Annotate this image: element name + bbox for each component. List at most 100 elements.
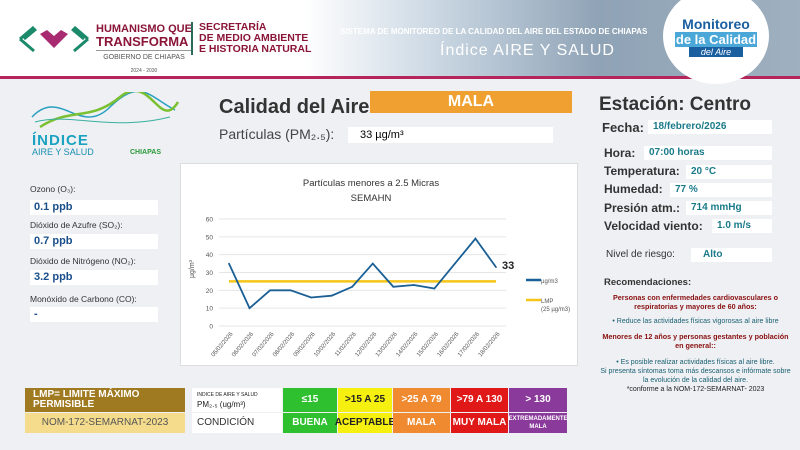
secretaria-logo: SECRETARÍA DE MEDIO AMBIENTE E HISTORIA NA… [191, 22, 311, 55]
wind-value: 1.0 m/s [712, 219, 772, 233]
data-point [433, 287, 436, 290]
index-scale-table: INDICE DE AIRE Y SALUD PM₂.₅ (ug/m³) ≤15 … [192, 388, 568, 433]
system-title: SISTEMA DE MONITOREO DE LA CALIDAD DEL A… [340, 27, 648, 36]
rec-note: *conforme a la NOM-172-SEMARNAT- 2023 [626, 386, 765, 393]
temperature-label: Temperatura: [604, 164, 680, 178]
indice-logo: ÍNDICE AIRE Y SALUD CHIAPAS [30, 92, 180, 162]
monitoreo-logo: Monitoreo de la Calidad del Aire [663, 0, 769, 84]
mon-3: del Aire [689, 47, 743, 57]
time-value: 07:00 horas [644, 146, 772, 160]
risk-label: Nivel de riesgo: [606, 249, 675, 260]
chiapas-logo-icon [19, 25, 89, 53]
index-pm: PM₂.₅ (ug/m³) [197, 400, 246, 409]
humidity-label: Humedad: [604, 182, 663, 196]
x-tick-label: 18/02/2026 [478, 331, 502, 358]
condition-header: CONDICIÓN [192, 413, 282, 433]
rec-group2: Menores de 12 años y personas gestantes … [602, 332, 789, 350]
rec-1: • Reduce las actividades físicas vigoros… [612, 318, 779, 325]
chart-svg: Partículas menores a 2.5 Micras SEMAHN µ… [189, 178, 570, 358]
pressure-label: Presión atm.: [604, 201, 681, 215]
cond-muy-mala: MUY MALA [451, 413, 508, 433]
cond-extrema: EXTREMADAMENTE MALA [509, 413, 568, 433]
cond-aceptable: ACEPTABLE [335, 413, 395, 433]
index-small: INDICE DE AIRE Y SALUD [197, 392, 258, 398]
mon-2: de la Calidad [675, 32, 757, 47]
range-aceptable: >15 A 25 [338, 388, 392, 412]
temperature-value: 20 °C [686, 165, 772, 179]
data-point [474, 237, 477, 240]
wave-icon [31, 92, 180, 129]
aire-salud-text: AIRE Y SALUD [32, 147, 94, 157]
mon-1: Monitoreo [682, 16, 750, 32]
data-point [392, 285, 395, 288]
co-value: - [30, 307, 158, 322]
legend-series-label: µg/m3 [541, 279, 558, 285]
date-label: Fecha: [602, 120, 644, 135]
data-point [495, 266, 497, 268]
range-extrema: > 130 [509, 388, 567, 412]
sec-1: SECRETARÍA [199, 21, 267, 33]
header-divider [0, 76, 800, 79]
pm25-line [228, 237, 497, 310]
ozone-label: Ozono (O₃): [30, 184, 76, 194]
y-tick-label: 10 [206, 306, 214, 313]
co-label: Monóxido de Carbono (CO): [30, 294, 137, 304]
gov-years: 2024 - 2030 [130, 68, 158, 74]
rec-group1: Personas con enfermedades cardiovascular… [613, 293, 778, 311]
humidity-value: 77 % [670, 183, 772, 197]
no2-value: 3.2 ppb [30, 270, 158, 285]
air-quality-value: MALA [370, 91, 572, 113]
last-value-label: 33 [502, 260, 514, 272]
gov-line2: TRANSFORMA [96, 34, 189, 49]
gov-sub: GOBIERNO DE CHIAPAS [96, 50, 192, 63]
so2-value: 0.7 ppb [30, 234, 158, 249]
so2-label: Dióxido de Azufre (SO₂): [30, 220, 123, 230]
range-muy-mala: >79 A 130 [451, 388, 508, 412]
station-title: Estación: Centro [599, 94, 752, 115]
data-point [371, 262, 374, 265]
y-tick-label: 20 [206, 288, 214, 295]
y-tick-label: 0 [209, 324, 213, 331]
pressure-value: 714 mmHg [686, 201, 772, 215]
data-point [413, 284, 415, 286]
cond-mala: MALA [393, 413, 450, 433]
range-buena: ≤15 [283, 388, 337, 412]
data-point [351, 285, 354, 288]
data-point [289, 289, 292, 292]
time-label: Hora: [604, 146, 636, 160]
data-point [454, 262, 456, 265]
y-tick-label: 30 [206, 270, 214, 277]
y-tick-label: 50 [206, 234, 214, 241]
air-quality-label: Calidad del Aire: [219, 96, 377, 118]
rec-2: • Es posible realizar actividades física… [616, 359, 775, 366]
wind-label: Velocidad viento: [604, 219, 703, 233]
chart-subtitle: SEMAHN [351, 193, 392, 204]
risk-value: Alto [691, 248, 772, 262]
ozone-value: 0.1 ppb [30, 200, 158, 215]
data-point [269, 289, 271, 292]
government-logo: HUMANISMO QUE TRANSFORMA GOBIERNO DE CHIAP… [96, 24, 192, 77]
index-header: INDICE DE AIRE Y SALUD PM₂.₅ (ug/m³) [192, 388, 282, 412]
rec-3: Si presenta síntomas toma más descansos … [600, 368, 791, 384]
recommendations-panel: Recomendaciones: Personas con enfermedad… [598, 278, 793, 394]
sec-2: DE MEDIO AMBIENTE [199, 32, 309, 44]
recommendations-title: Recomendaciones: [604, 277, 692, 288]
chiapas-text: CHIAPAS [130, 149, 161, 156]
range-mala: >25 A 79 [393, 388, 450, 412]
cond-buena: BUENA [283, 413, 337, 433]
y-tick-label: 40 [206, 252, 214, 259]
lmp-definition: LMP= LIMITE MÁXIMO PERMISIBLE [25, 388, 185, 412]
date-value: 18/febrero/2026 [648, 120, 772, 134]
legend-lmp-label: LMP [541, 299, 553, 305]
indice-text: ÍNDICE [32, 132, 89, 149]
norm-label: NOM-172-SEMARNAT-2023 [25, 413, 185, 433]
y-tick-label: 60 [206, 217, 214, 224]
pm25-chart: Partículas menores a 2.5 Micras SEMAHN µ… [180, 163, 578, 366]
gov-line1: HUMANISMO QUE [96, 23, 192, 35]
pm-label: Partículas (PM₂.₅): [219, 126, 335, 142]
index-title: Índice AIRE Y SALUD [440, 42, 615, 59]
chart-title: Partículas menores a 2.5 Micras [303, 178, 439, 189]
data-point [248, 307, 251, 309]
data-point [228, 262, 230, 265]
y-axis-label: µg/m³ [189, 259, 196, 278]
